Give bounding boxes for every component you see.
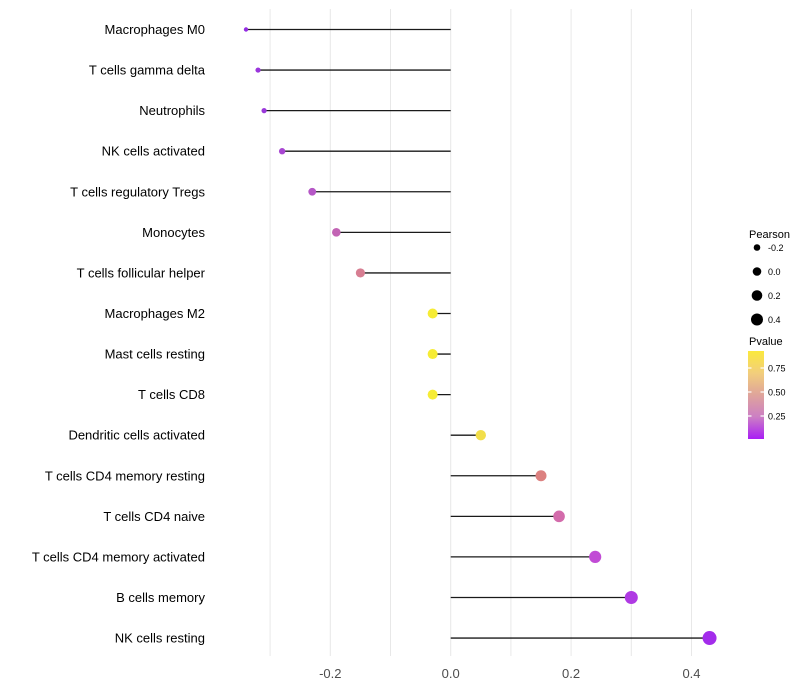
x-tick-label: 0.0 [442, 666, 460, 681]
lollipop-dot [308, 187, 317, 196]
gridlines [269, 9, 692, 656]
x-tick-label: -0.2 [319, 666, 341, 681]
pvalue-gradient-bar [748, 351, 764, 439]
size-legend-label: 0.0 [768, 267, 781, 277]
size-legend-dot [752, 267, 762, 276]
lollipop-dot [332, 228, 341, 237]
color-legend-ticks: 0.75 0.50 0.25 [748, 364, 786, 422]
size-legend-title: Pearson [749, 229, 790, 241]
lollipop-dot [255, 67, 261, 73]
color-legend-label: 0.75 [768, 364, 786, 374]
legend: Pearson -0.2 0.0 0.2 0.4 Pvalue 0.75 0.50 0.2… [748, 229, 790, 439]
lollipop-stems [246, 28, 710, 639]
size-legend-label: 0.2 [768, 291, 781, 301]
category-label: T cells regulatory Tregs [70, 184, 205, 199]
x-tick-label: 0.2 [562, 666, 580, 681]
lollipop-dot [553, 510, 565, 523]
y-axis-labels: Macrophages M0 T cells gamma delta Neutrop… [32, 22, 206, 646]
category-label: Mast cells resting [105, 347, 205, 362]
lollipop-dot [243, 27, 249, 32]
category-label: Dendritic cells activated [68, 428, 205, 443]
category-label: T cells follicular helper [77, 265, 206, 280]
category-label: Macrophages M2 [105, 306, 205, 321]
size-legend-label: -0.2 [768, 243, 784, 253]
category-label: NK cells activated [102, 144, 205, 159]
color-legend-label: 0.50 [768, 388, 786, 398]
size-legend-dot [753, 244, 761, 251]
lollipop-dot [355, 268, 365, 278]
color-legend-title: Pvalue [749, 336, 783, 348]
lollipop-dot [702, 631, 717, 646]
category-label: Monocytes [142, 225, 205, 240]
lollipop-dot [278, 148, 286, 155]
color-legend-label: 0.25 [768, 412, 786, 422]
category-label: T cells CD4 memory activated [32, 549, 205, 564]
x-tick-label: 0.4 [682, 666, 700, 681]
category-label: T cells gamma delta [89, 63, 206, 78]
lollipop-dot [475, 430, 486, 441]
lollipop-dot [427, 308, 438, 319]
category-label: T cells CD4 naive [103, 509, 205, 524]
lollipop-dot [535, 470, 547, 482]
category-label: T cells CD4 memory resting [45, 468, 205, 483]
lollipop-dot [589, 550, 602, 564]
category-label: Macrophages M0 [105, 22, 205, 37]
lollipop-dot [427, 389, 438, 400]
size-legend-items: -0.2 0.0 0.2 0.4 [751, 243, 784, 326]
lollipop-dot [261, 108, 267, 114]
lollipop-dot [624, 590, 638, 604]
x-axis-labels: -0.2 0.0 0.2 0.4 [319, 666, 700, 681]
size-legend-dot [751, 290, 763, 301]
category-label: B cells memory [116, 590, 205, 605]
category-label: NK cells resting [115, 631, 205, 646]
category-label: Neutrophils [139, 103, 205, 118]
category-label: T cells CD8 [138, 387, 205, 402]
lollipop-dots [243, 27, 717, 646]
lollipop-dot [427, 349, 438, 360]
size-legend-dot [751, 313, 763, 326]
size-legend-label: 0.4 [768, 315, 781, 325]
